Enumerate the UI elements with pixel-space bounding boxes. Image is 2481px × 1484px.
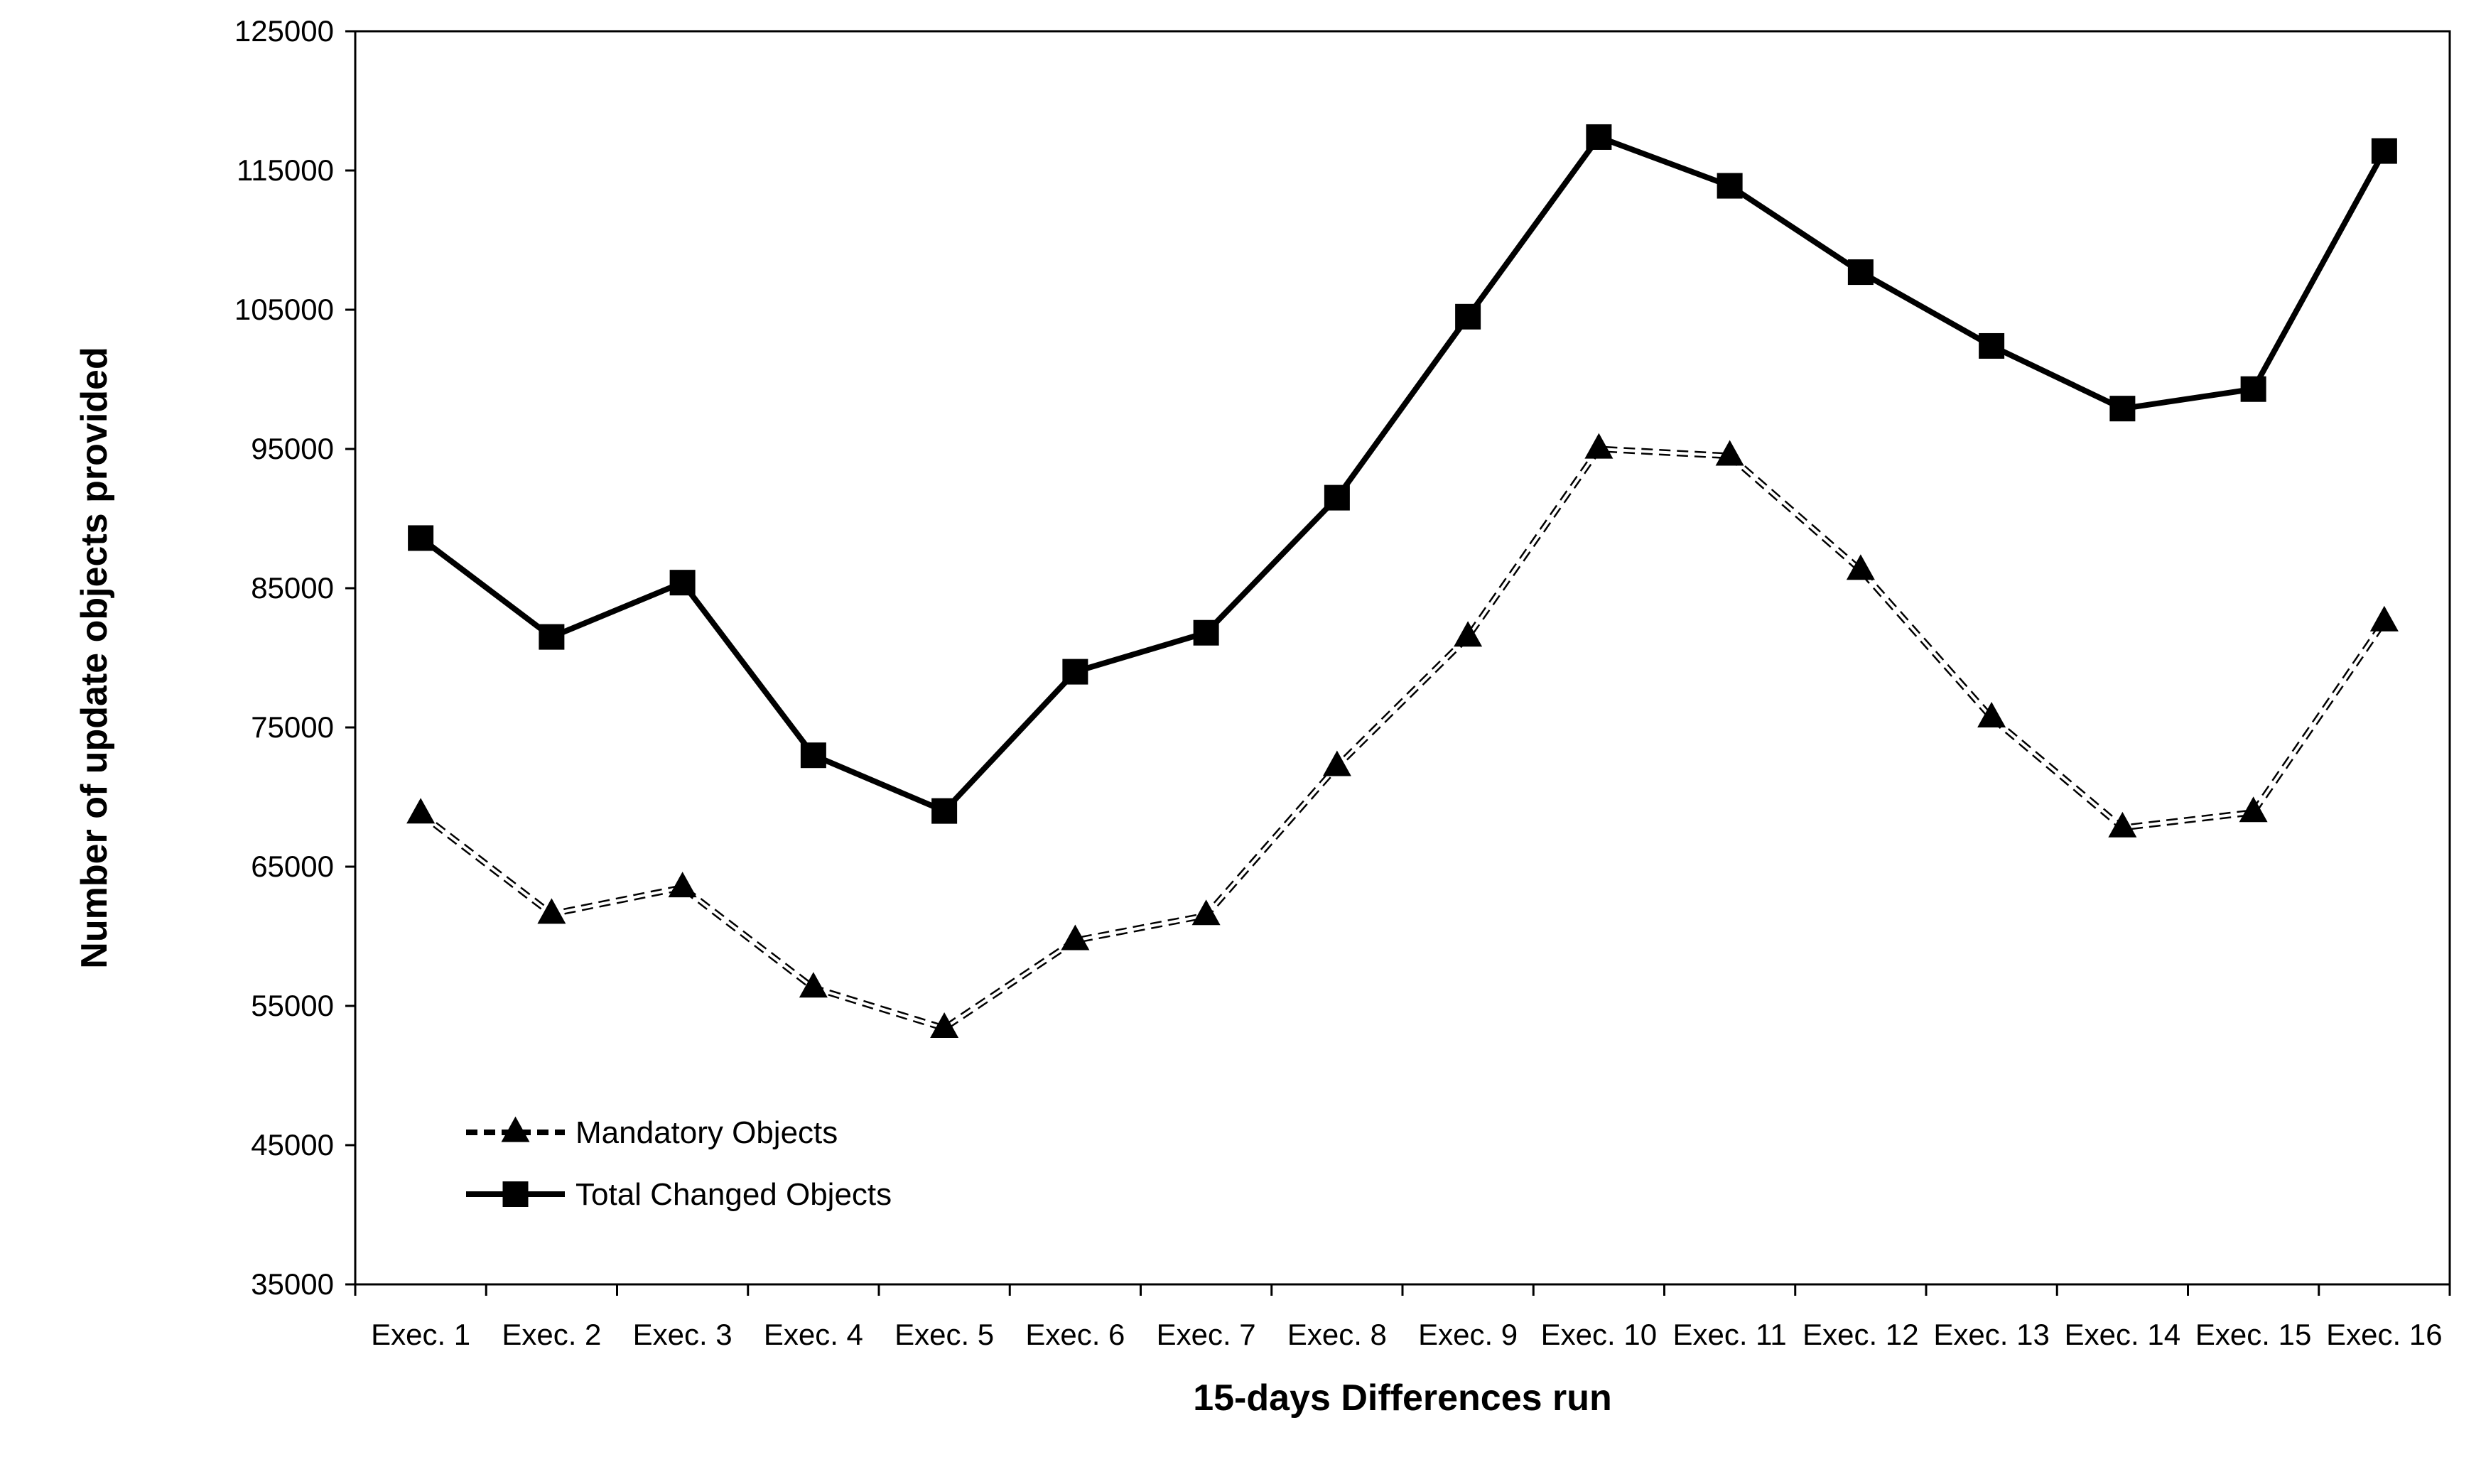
series-line xyxy=(418,134,2387,814)
y-tick-label: 85000 xyxy=(251,571,334,605)
x-tick-label: Exec. 15 xyxy=(2195,1318,2311,1351)
legend-label-total-changed-objects: Total Changed Objects xyxy=(575,1177,892,1212)
data-point-triangle xyxy=(1191,899,1221,926)
legend-item-total-changed-objects: Total Changed Objects xyxy=(466,1177,892,1212)
data-point-square xyxy=(1979,332,2005,359)
y-tick-label: 125000 xyxy=(234,14,334,48)
legend-square-marker xyxy=(502,1181,529,1207)
data-point-square xyxy=(1455,303,1481,330)
data-point-square xyxy=(1324,484,1350,511)
data-point-triangle xyxy=(406,798,436,824)
data-point-square xyxy=(539,624,565,650)
x-tick-label: Exec. 6 xyxy=(1025,1318,1125,1351)
x-tick-label: Exec. 12 xyxy=(1802,1318,1918,1351)
data-point-square xyxy=(2371,138,2397,164)
x-tick-label: Exec. 2 xyxy=(502,1318,601,1351)
legend-triangle-marker xyxy=(501,1116,530,1142)
x-tick-label: Exec. 14 xyxy=(2065,1318,2180,1351)
y-tick-label: 35000 xyxy=(251,1267,334,1301)
data-point-triangle xyxy=(1322,750,1351,776)
series-layer xyxy=(406,124,2399,1039)
x-tick-label: Exec. 11 xyxy=(1672,1318,1786,1351)
y-axis-title: Number of update objects provided xyxy=(74,347,115,968)
data-point-triangle xyxy=(1454,621,1483,647)
series-line-inner xyxy=(419,448,2386,1030)
legend-item-mandatory-objects: Mandatory Objects xyxy=(466,1115,838,1150)
y-tick-label: 55000 xyxy=(251,989,334,1022)
x-tick-label: Exec. 13 xyxy=(1933,1318,2049,1351)
data-point-triangle xyxy=(1061,924,1090,950)
data-point-square xyxy=(408,525,434,551)
x-tick-label: Exec. 9 xyxy=(1418,1318,1518,1351)
x-tick-label: Exec. 8 xyxy=(1287,1318,1387,1351)
y-tick-label: 105000 xyxy=(234,293,334,326)
data-point-triangle xyxy=(1715,440,1744,466)
data-point-square xyxy=(1586,124,1612,150)
series-line-outer xyxy=(418,445,2387,1031)
data-point-triangle xyxy=(668,872,697,898)
data-point-square xyxy=(1062,659,1088,685)
data-point-triangle xyxy=(2108,811,2137,838)
data-point-square xyxy=(2240,376,2266,402)
legend-label-mandatory-objects: Mandatory Objects xyxy=(575,1115,838,1150)
plot-area xyxy=(354,30,2451,1286)
data-point-triangle xyxy=(1846,554,1875,580)
data-point-triangle xyxy=(930,1012,959,1039)
series-total-changed-objects xyxy=(408,124,2397,824)
y-tick-label: 45000 xyxy=(251,1128,334,1161)
data-point-square xyxy=(669,570,696,596)
y-axis: 35000 45000 55000 65000 75000 85000 95000 10500… xyxy=(234,14,355,1301)
data-point-square xyxy=(931,798,958,824)
data-point-triangle xyxy=(2369,605,2399,632)
legend: Mandatory Objects Total Changed Objects xyxy=(466,1115,892,1212)
data-point-square xyxy=(800,742,826,769)
data-point-triangle xyxy=(537,898,566,924)
data-point-square xyxy=(2109,396,2136,422)
y-tick-label: 65000 xyxy=(251,850,334,883)
x-axis: Exec. 1 Exec. 2 Exec. 3 Exec. 4 Exec. 5 Exec.… xyxy=(354,1284,2451,1351)
x-tick-label: Exec. 5 xyxy=(894,1318,994,1351)
x-tick-label: Exec. 3 xyxy=(633,1318,733,1351)
x-tick-label: Exec. 7 xyxy=(1157,1318,1256,1351)
data-point-triangle xyxy=(1584,433,1614,459)
x-tick-label: Exec. 1 xyxy=(371,1318,470,1351)
data-point-triangle xyxy=(1977,701,2006,727)
data-point-square xyxy=(1847,259,1874,286)
x-tick-label: Exec. 10 xyxy=(1541,1318,1657,1351)
series-mandatory-objects xyxy=(406,433,2399,1039)
y-tick-label: 95000 xyxy=(251,432,334,465)
data-point-triangle xyxy=(2239,796,2268,823)
y-tick-label: 75000 xyxy=(251,710,334,744)
data-point-square xyxy=(1193,619,1219,646)
y-tick-label: 115000 xyxy=(237,153,334,187)
plot-border xyxy=(354,30,2451,1286)
x-tick-label: Exec. 16 xyxy=(2326,1318,2442,1351)
x-axis-title: 15-days Differences run xyxy=(1193,1377,1612,1419)
data-point-square xyxy=(1717,173,1743,199)
data-point-triangle xyxy=(799,972,828,998)
x-tick-label: Exec. 4 xyxy=(764,1318,863,1351)
